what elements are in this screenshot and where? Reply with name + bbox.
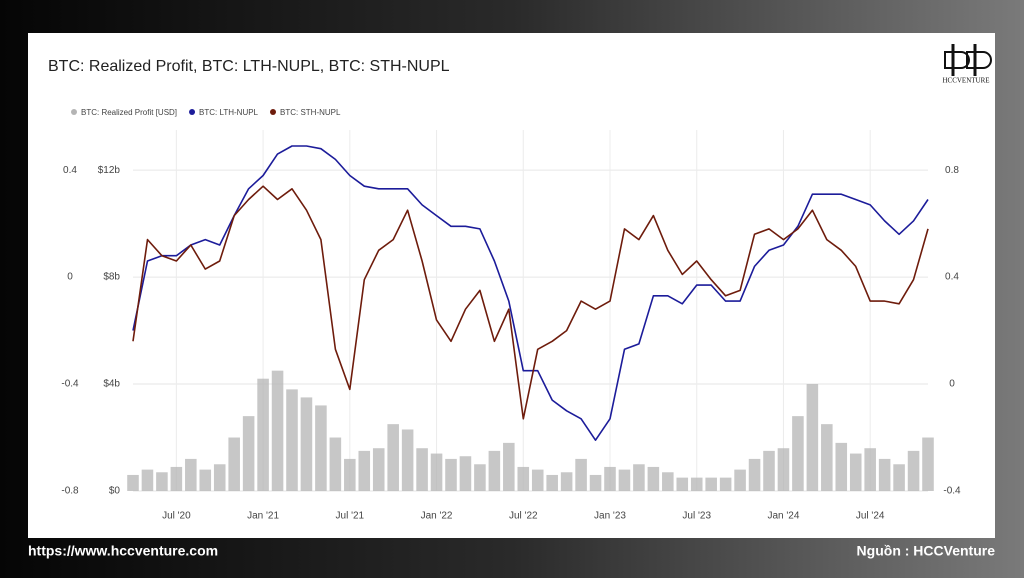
bar [575, 458, 587, 491]
bar [821, 424, 833, 491]
bar [156, 472, 168, 491]
bar [344, 458, 356, 491]
bar [329, 437, 342, 491]
bar [358, 450, 371, 491]
bar [315, 405, 327, 491]
y3-tick-label: -0.4 [61, 379, 79, 390]
bar [170, 466, 183, 491]
bar [618, 469, 631, 491]
bar [531, 469, 544, 491]
bar [864, 448, 876, 491]
bar [719, 477, 732, 491]
bar [806, 384, 819, 491]
bar [445, 458, 457, 491]
chart-title: BTC: Realized Profit, BTC: LTH-NUPL, BTC… [48, 58, 450, 75]
bar [777, 448, 790, 491]
bar [213, 464, 226, 491]
bar [893, 464, 905, 491]
bar [792, 416, 804, 491]
line [132, 145, 929, 441]
footer-url[interactable]: https://www.hccventure.com [28, 543, 218, 559]
bar [690, 477, 703, 491]
x-tick-label: Jul '21 [336, 511, 365, 522]
bar [546, 474, 558, 491]
bar [503, 442, 515, 491]
bar [647, 466, 660, 491]
legend-marker [71, 109, 77, 115]
bar [922, 437, 934, 491]
x-tick-label: Jul '22 [509, 511, 538, 522]
bar [748, 458, 761, 491]
y-tick-label: $8b [103, 272, 120, 283]
y-tick-label: $4b [103, 379, 120, 390]
bar [604, 466, 616, 491]
bar [763, 450, 775, 491]
bar [286, 389, 298, 491]
bar [300, 397, 313, 491]
bar [228, 437, 240, 491]
bar [517, 466, 530, 491]
bar [199, 469, 212, 491]
logo-text: HCCVENTURE [942, 77, 989, 85]
bar [849, 453, 862, 491]
legend-label: BTC: LTH-NUPL [199, 108, 259, 117]
bar [242, 416, 255, 491]
x-tick-label: Jul '20 [162, 511, 191, 522]
x-tick-label: Jan '23 [594, 511, 626, 522]
y3-tick-label: 0 [67, 272, 73, 283]
legend-label: BTC: Realized Profit [USD] [81, 108, 177, 117]
legend-marker [189, 109, 196, 115]
bar [734, 469, 746, 491]
bar [141, 469, 154, 491]
bar [488, 450, 501, 491]
bar [560, 472, 573, 491]
y3-tick-label: -0.8 [61, 486, 79, 497]
y2-tick-label: 0.8 [945, 165, 959, 176]
legend-label: BTC: STH-NUPL [280, 108, 341, 117]
y2-tick-label: 0 [949, 379, 955, 390]
bar [185, 458, 197, 491]
bar [387, 424, 399, 491]
x-tick-label: Jan '22 [421, 511, 453, 522]
bar [589, 474, 602, 491]
bar [705, 477, 717, 491]
y-tick-label: $12b [98, 165, 121, 176]
logo: HCCVENTURE [942, 44, 992, 85]
bar [127, 474, 139, 491]
bar [474, 464, 486, 491]
bar [835, 442, 848, 491]
footer-source: Nguồn : HCCVenture [857, 543, 996, 559]
bar [633, 464, 645, 491]
bar [662, 472, 674, 491]
bar [430, 453, 443, 491]
bar [271, 370, 284, 491]
y2-tick-label: -0.4 [943, 486, 961, 497]
x-tick-label: Jul '23 [682, 511, 711, 522]
legend-marker [270, 109, 276, 115]
x-tick-label: Jul '24 [856, 511, 885, 522]
y3-tick-label: 0.4 [63, 165, 77, 176]
bar [401, 429, 414, 491]
bar [257, 378, 269, 491]
line [132, 185, 929, 420]
bar [372, 448, 385, 491]
y2-tick-label: 0.4 [945, 272, 959, 283]
bar [459, 456, 472, 491]
x-tick-label: Jan '21 [247, 511, 279, 522]
y-tick-label: $0 [109, 486, 121, 497]
bar [416, 448, 428, 491]
bar [878, 458, 891, 491]
bar [907, 450, 920, 491]
bar [676, 477, 689, 491]
x-tick-label: Jan '24 [767, 511, 799, 522]
